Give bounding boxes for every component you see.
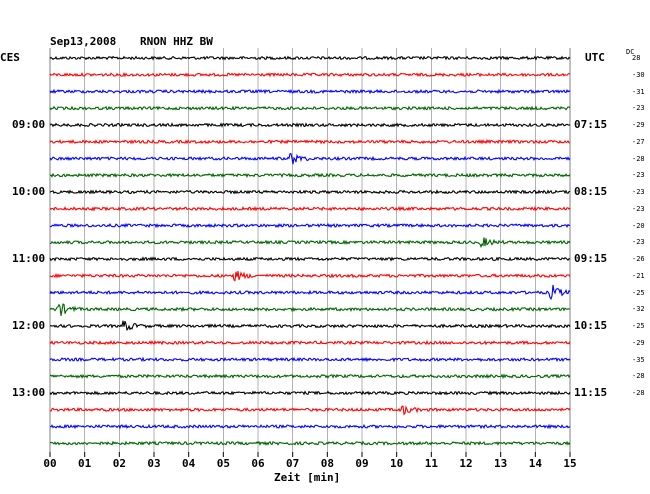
x-axis-label: Zeit [min] bbox=[274, 471, 341, 484]
trace-line bbox=[49, 303, 571, 316]
trace-line bbox=[49, 356, 571, 363]
trace-line bbox=[49, 390, 571, 396]
trace-line bbox=[49, 122, 571, 128]
trace-line bbox=[49, 189, 571, 195]
trace-line bbox=[49, 88, 571, 95]
x-tick-label: 04 bbox=[182, 457, 196, 470]
seismogram-traces bbox=[49, 55, 571, 447]
dc-offset-header: DC bbox=[626, 48, 635, 56]
x-tick-label: 15 bbox=[563, 457, 576, 470]
left-time-label: 13:00 bbox=[12, 386, 46, 399]
left-time-label: 09:00 bbox=[12, 118, 46, 131]
x-tick-label: 07 bbox=[286, 457, 299, 470]
left-time-label: 11:00 bbox=[12, 252, 46, 265]
trace-line bbox=[49, 55, 571, 61]
left-timezone-label: CES bbox=[0, 51, 20, 64]
trace-line bbox=[49, 339, 571, 346]
dc-offset-value: -25 bbox=[632, 322, 645, 330]
dc-offset-value: -31 bbox=[632, 87, 645, 96]
trace-line bbox=[49, 222, 571, 229]
dc-offset-value: -27 bbox=[632, 137, 645, 146]
trace-line bbox=[49, 205, 571, 212]
x-tick-label: 14 bbox=[529, 457, 543, 470]
right-timezone-label: UTC bbox=[585, 51, 605, 64]
dc-offset-value: -23 bbox=[632, 204, 645, 213]
time-grid bbox=[49, 48, 571, 452]
dc-offset-value: -23 bbox=[632, 238, 645, 247]
trace-line bbox=[49, 320, 571, 332]
dc-offset-value: -35 bbox=[632, 355, 645, 364]
dc-offset-value: -21 bbox=[632, 271, 645, 280]
dc-offset-value: -32 bbox=[632, 305, 645, 314]
x-tick-label: 12 bbox=[459, 457, 472, 470]
x-tick-label: 06 bbox=[251, 457, 265, 470]
trace-line bbox=[49, 271, 571, 282]
dc-offset-value: -20 bbox=[632, 221, 645, 230]
dc-offset-value: -23 bbox=[632, 171, 645, 180]
dc-offset-value: -23 bbox=[632, 104, 645, 113]
trace-line bbox=[49, 440, 571, 447]
trace-line bbox=[49, 153, 571, 165]
x-tick-label: 08 bbox=[321, 457, 334, 470]
dc-offset-value: 28 bbox=[632, 54, 641, 62]
dc-offset-value: -23 bbox=[632, 188, 645, 196]
trace-line bbox=[49, 256, 571, 262]
right-time-label: 09:15 bbox=[574, 252, 608, 265]
trace-line bbox=[49, 172, 571, 179]
trace-line bbox=[49, 71, 571, 78]
trace-line bbox=[49, 373, 571, 380]
right-time-label: 07:15 bbox=[574, 118, 608, 131]
x-tick-label: 10 bbox=[390, 457, 403, 470]
x-tick-label: 02 bbox=[113, 457, 126, 470]
right-time-label: 08:15 bbox=[574, 185, 608, 198]
left-time-label: 12:00 bbox=[12, 319, 46, 332]
x-tick-label: 00 bbox=[43, 457, 56, 470]
header-station: RNON HHZ BW bbox=[140, 35, 213, 48]
dc-offset-value: -28 bbox=[632, 389, 645, 397]
dc-offset-value: -26 bbox=[632, 255, 645, 263]
dc-offset-value: -29 bbox=[632, 338, 645, 347]
x-axis-ticks: 00 01 02 03 04 05 06 07 08 09 10 11 12 13 14 15 bbox=[43, 452, 577, 470]
trace-line bbox=[49, 405, 571, 416]
dc-offset-value: -28 bbox=[632, 372, 645, 381]
trace-line bbox=[49, 139, 571, 145]
x-tick-label: 09 bbox=[355, 457, 368, 470]
left-time-label: 10:00 bbox=[12, 185, 46, 198]
x-tick-label: 03 bbox=[147, 457, 160, 470]
x-tick-label: 13 bbox=[494, 457, 507, 470]
dc-offset-value: -25 bbox=[632, 288, 645, 297]
x-tick-label: 05 bbox=[217, 457, 230, 470]
dc-offset-value: -29 bbox=[632, 121, 645, 129]
x-tick-label: 01 bbox=[78, 457, 92, 470]
trace-line bbox=[49, 105, 571, 111]
x-tick-label: 11 bbox=[425, 457, 439, 470]
right-time-label: 11:15 bbox=[574, 386, 608, 399]
trace-line bbox=[49, 284, 571, 301]
header-date: Sep13,2008 bbox=[50, 35, 117, 48]
dc-offset-value: -30 bbox=[632, 70, 645, 79]
dc-offset-value: -28 bbox=[632, 154, 645, 163]
trace-line bbox=[49, 237, 571, 249]
right-time-label: 10:15 bbox=[574, 319, 608, 332]
trace-line bbox=[49, 423, 571, 430]
